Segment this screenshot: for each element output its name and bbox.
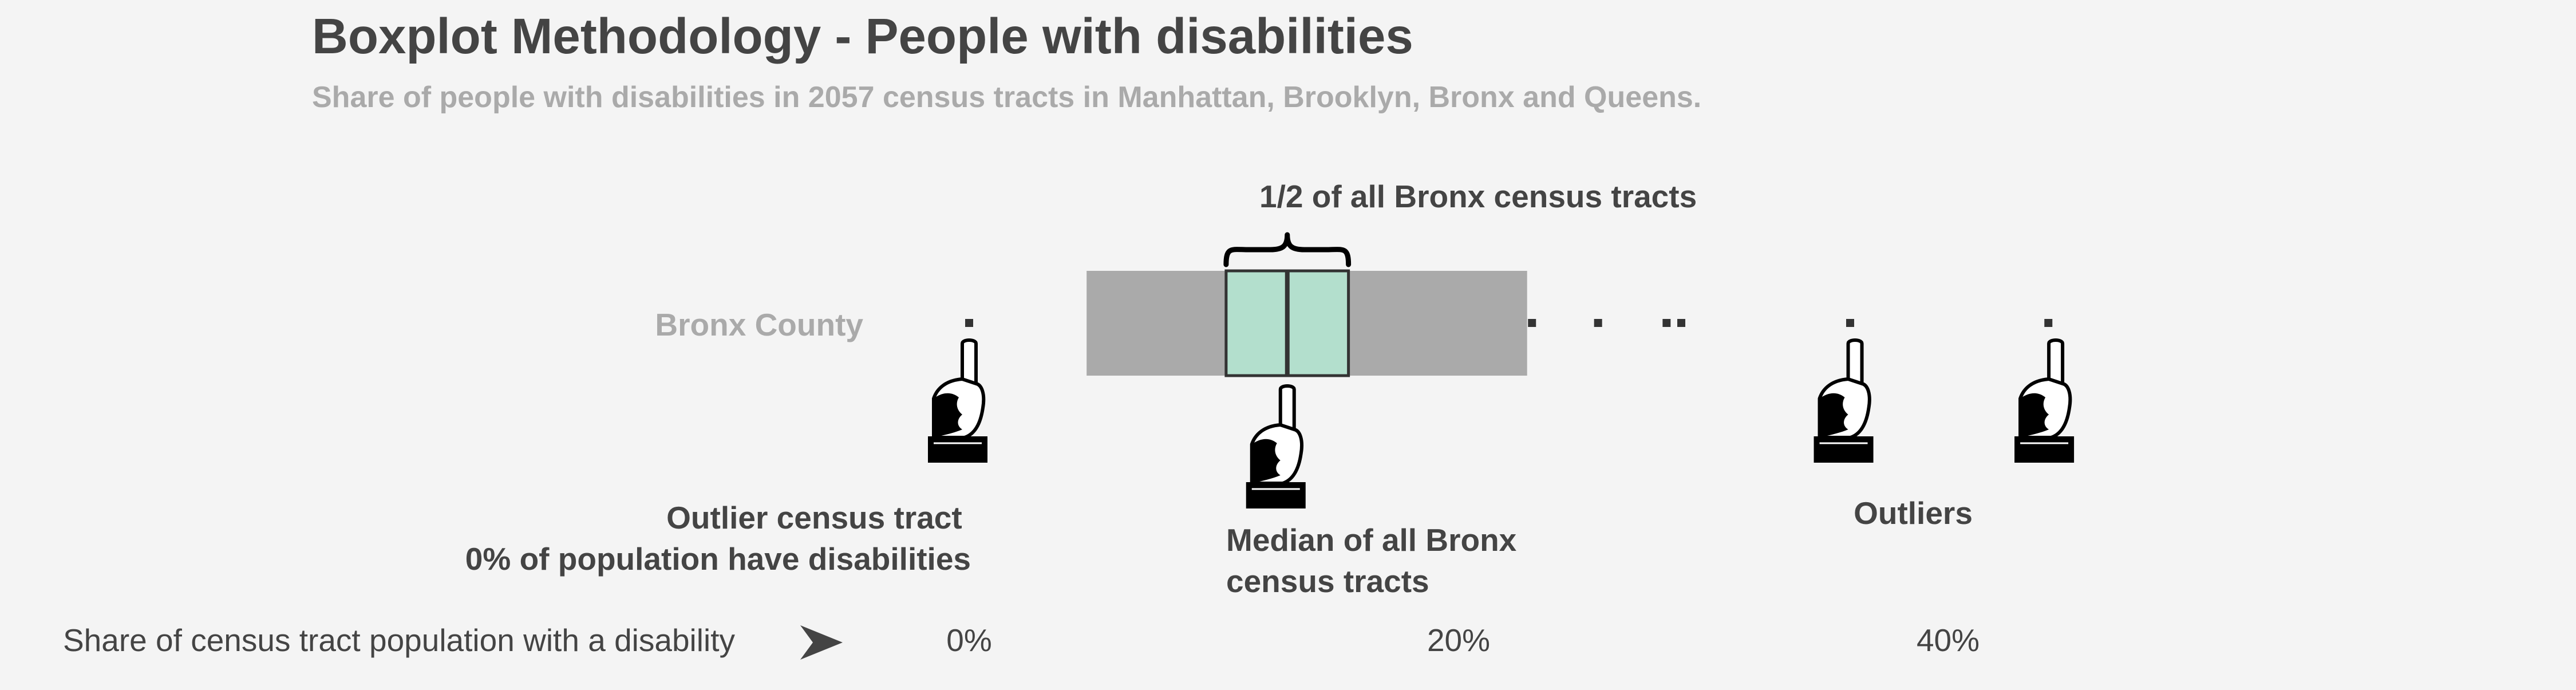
pointing-hand-icon-outlier-1-cuff bbox=[1814, 436, 1874, 463]
pointing-hand-icon-min-outlier bbox=[928, 338, 987, 463]
median-annotation: Median of all Bronx census tracts bbox=[1226, 522, 1526, 599]
pointing-hand-icon-min-outlier-cuff bbox=[928, 436, 987, 463]
data-point-6 bbox=[1846, 319, 1854, 327]
pointing-hand-icon-outlier-2-cuff bbox=[2014, 436, 2075, 463]
iqr-annotation: 1/2 of all Bronx census tracts bbox=[1259, 179, 1697, 214]
pointing-hand-icon-outlier-2-finger bbox=[2047, 338, 2065, 385]
x-tick-label-40: 40% bbox=[1917, 622, 1980, 658]
pointing-hand-icon-outlier-1 bbox=[1814, 338, 1874, 463]
chart-title: Boxplot Methodology - People with disabi… bbox=[312, 9, 1413, 64]
pointing-hand-icon-outlier-2 bbox=[2014, 338, 2075, 463]
points-layer bbox=[965, 319, 2053, 327]
outlier-min-annotation-line-2: 0% of population have disabilities bbox=[465, 541, 971, 577]
pointing-hand-icon-outlier-2-knuckles bbox=[2020, 393, 2049, 437]
pointing-hand-icon-median-finger bbox=[1278, 384, 1296, 431]
arrow-right-icon bbox=[800, 625, 843, 660]
data-point-2 bbox=[1528, 319, 1536, 327]
median-annotation-line-2: census tracts bbox=[1226, 563, 1429, 599]
data-point-7 bbox=[2044, 319, 2053, 327]
data-point-1 bbox=[965, 319, 973, 327]
iqr-layer bbox=[1224, 269, 1350, 377]
x-tick-label-0: 0% bbox=[946, 622, 992, 658]
pointing-hand-icon-min-outlier-finger bbox=[961, 338, 978, 385]
pointing-hand-icon-outlier-1-finger bbox=[1846, 338, 1864, 385]
pointing-hand-icon-median bbox=[1246, 384, 1306, 508]
data-point-5 bbox=[1677, 319, 1686, 327]
data-point-3 bbox=[1594, 319, 1602, 327]
x-axis-ticks: 0% 20% 40% bbox=[946, 622, 1980, 658]
pointing-hand-icon-median-cuff bbox=[1246, 482, 1306, 508]
median-annotation-line-1: Median of all Bronx bbox=[1226, 522, 1517, 558]
outlier-min-annotation: Outlier census tract 0% of population ha… bbox=[465, 500, 971, 577]
pointer-layer bbox=[928, 338, 2075, 508]
outlier-min-annotation-line-1: Outlier census tract bbox=[666, 500, 962, 535]
iqr-brace bbox=[1223, 232, 1352, 267]
outliers-annotation: Outliers bbox=[1854, 495, 1973, 531]
x-axis-label: Share of census tract population with a … bbox=[63, 622, 735, 658]
pointing-hand-icon-outlier-1-knuckles bbox=[1819, 393, 1848, 437]
x-tick-label-20: 20% bbox=[1427, 622, 1490, 658]
data-point-4 bbox=[1662, 319, 1671, 327]
chart-subtitle: Share of people with disabilities in 205… bbox=[312, 81, 1701, 114]
pointing-hand-icon-median-knuckles bbox=[1251, 439, 1281, 483]
row-label-bronx-county: Bronx County bbox=[655, 307, 863, 342]
pointing-hand-icon-min-outlier-knuckles bbox=[934, 393, 962, 437]
